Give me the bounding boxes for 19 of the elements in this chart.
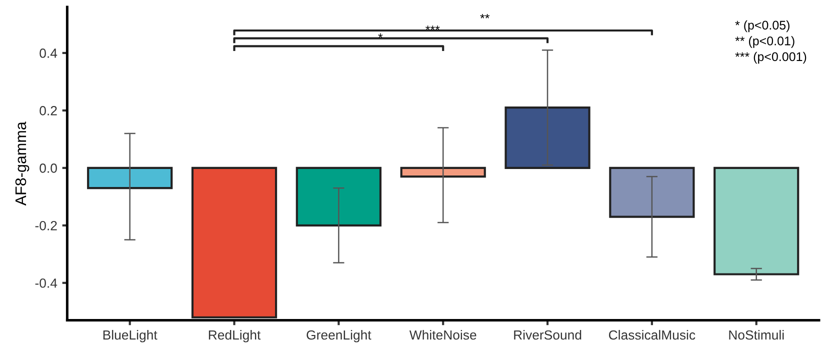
x-tick-label: GreenLight bbox=[306, 330, 372, 342]
annotation: *** bbox=[426, 26, 440, 30]
annotation: ** (p<0.01) bbox=[735, 36, 794, 48]
x-tick-label: ClassicalMusic bbox=[608, 330, 696, 340]
annotation: *** (p<0.001) bbox=[735, 52, 806, 64]
annotation: ** bbox=[480, 14, 490, 18]
y-axis-title: AF8-gamma bbox=[15, 122, 30, 206]
y-tick-label: -0.4 bbox=[35, 278, 58, 288]
y-tick-label: 0.4 bbox=[40, 48, 58, 58]
y-tick-label: 0.2 bbox=[40, 106, 57, 116]
x-tick-label: RiverSound bbox=[514, 330, 582, 340]
annotation: * (p<0.05) bbox=[735, 20, 790, 32]
x-tick-label: BlueLight bbox=[103, 330, 158, 342]
annotation: * bbox=[378, 33, 383, 38]
y-tick-label: 0.0 bbox=[40, 164, 57, 173]
x-tick-label: WhiteNoise bbox=[409, 330, 476, 340]
x-tick-label: RedLight bbox=[208, 330, 261, 342]
y-tick-label: -0.2 bbox=[35, 220, 57, 230]
x-tick-label: NoStimuli bbox=[729, 330, 784, 340]
